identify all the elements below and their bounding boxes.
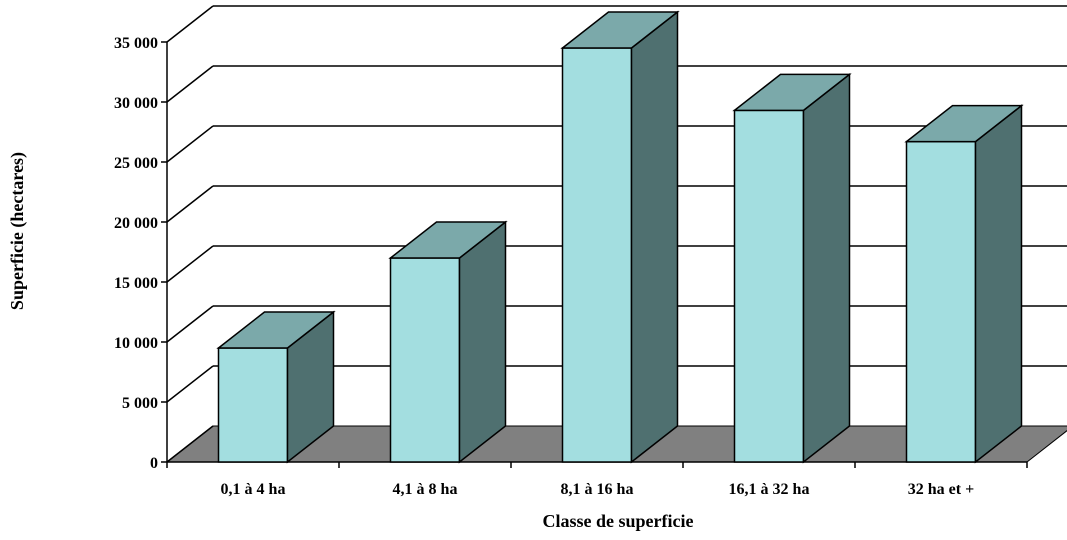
bar (388, 220, 508, 464)
bar (216, 310, 336, 464)
bar-side (630, 10, 679, 464)
x-tick-label: 4,1 à 8 ha (393, 481, 458, 498)
gridline-depth (166, 305, 214, 343)
gridline-depth (166, 245, 214, 283)
gridline-depth (166, 425, 214, 463)
y-tick-label: 30 000 (114, 95, 158, 112)
gridline-depth (166, 65, 214, 103)
bar-top (732, 73, 852, 112)
x-tick-label: 32 ha et + (908, 481, 974, 498)
bar-top (904, 104, 1024, 143)
gridline-depth (166, 125, 214, 163)
y-tick-label: 15 000 (114, 275, 158, 292)
gridline-depth (166, 365, 214, 403)
y-tick-label: 20 000 (114, 215, 158, 232)
y-tick-label: 5 000 (122, 395, 158, 412)
bar-top (216, 311, 336, 349)
bar-front (217, 347, 289, 463)
tick-labels: 0 5 000 10 000 15 000 20 000 25 000 30 000 35 0… (114, 35, 974, 498)
bar (732, 72, 852, 464)
x-tick-label: 16,1 à 32 ha (729, 481, 810, 498)
x-tick-label: 8,1 à 16 ha (561, 481, 634, 498)
y-axis-title: Superficie (hectares) (7, 152, 28, 310)
gridline-depth (166, 5, 214, 43)
x-tick-label: 0,1 à 4 ha (221, 481, 286, 498)
bar-side (458, 220, 507, 464)
bar-front (733, 109, 805, 463)
bar (904, 104, 1024, 464)
y-tick-label: 0 (150, 455, 158, 472)
bar-front (905, 140, 977, 463)
y-tick-label: 10 000 (114, 335, 158, 352)
bar-side (802, 72, 851, 464)
y-tick-label: 35 000 (114, 35, 158, 52)
bar-front (389, 257, 461, 463)
x-axis-title: Classe de superficie (543, 511, 694, 531)
bar-side (974, 104, 1023, 464)
bar (560, 10, 680, 464)
gridline-depth (166, 185, 214, 223)
bar-top (560, 11, 680, 49)
bars (216, 10, 1024, 464)
bar-front (561, 47, 633, 463)
y-tick-label: 25 000 (114, 155, 158, 172)
bar-top (388, 221, 508, 259)
